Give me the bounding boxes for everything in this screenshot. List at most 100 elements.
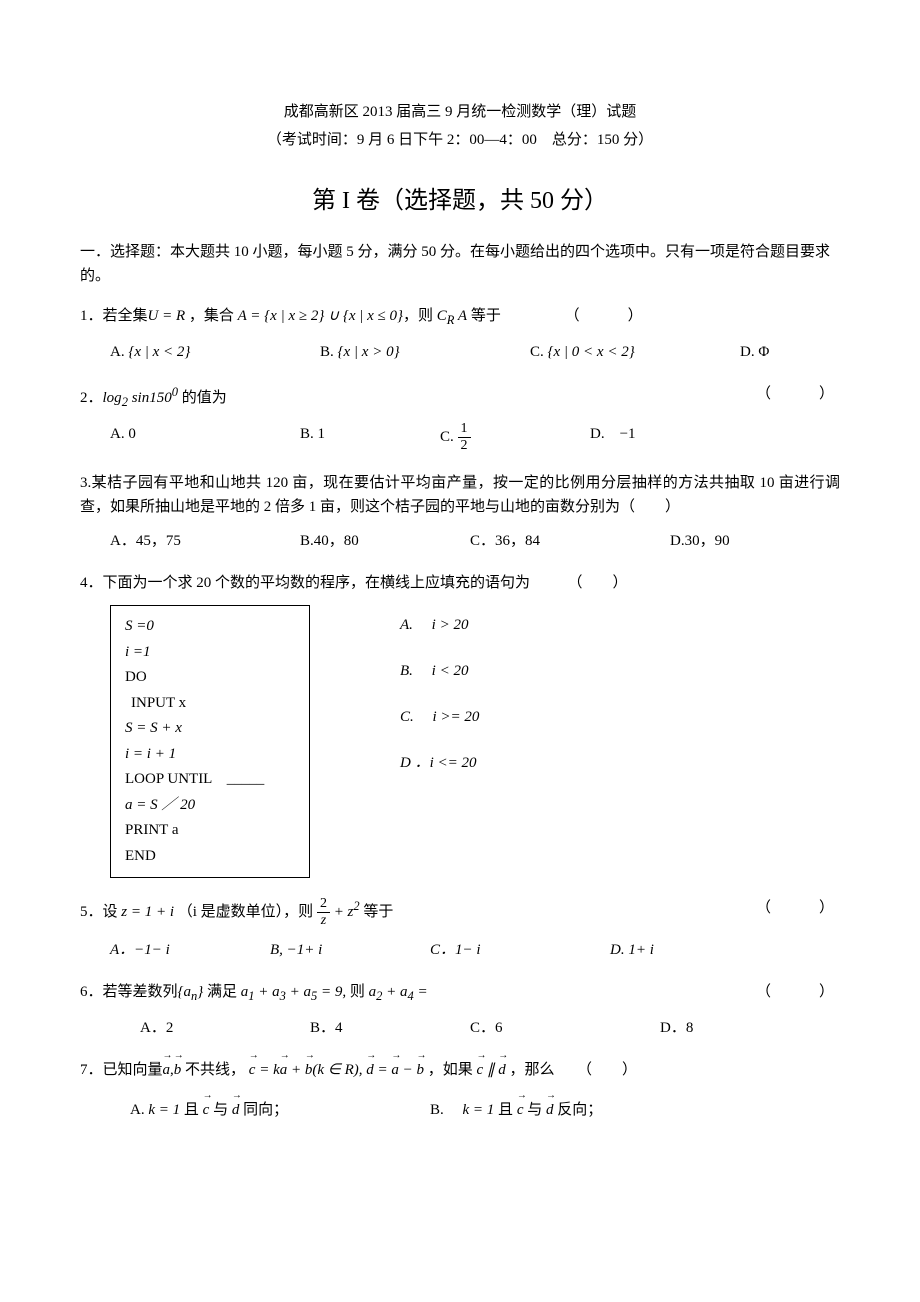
math-expr: {x | 0 < x < 2} <box>548 344 635 360</box>
section-instructions: 一．选择题：本大题共 10 小题，每小题 5 分，满分 50 分。在每小题给出的… <box>80 240 840 288</box>
label: C. <box>530 344 544 360</box>
q1-suffix: 等于 <box>471 308 501 324</box>
option-a: A. 0 <box>110 422 260 453</box>
q7-prefix: 7．已知向量 <box>80 1062 163 1078</box>
vector: d <box>498 1058 506 1082</box>
option-a: A. {x | x < 2} <box>110 340 280 364</box>
math-expr: CR A <box>437 308 467 324</box>
option-b: B. 1 <box>300 422 400 453</box>
vector: b <box>305 1058 313 1082</box>
code-line: DO <box>125 665 295 691</box>
math-expr: k = 1 <box>463 1102 495 1118</box>
label: A. <box>110 344 125 360</box>
text: 且 <box>184 1102 199 1118</box>
code-line: LOOP UNTIL _____ <box>125 767 295 793</box>
vector: b <box>417 1058 425 1082</box>
math-expr: = <box>378 1062 388 1078</box>
vector: b <box>174 1058 182 1082</box>
answer-blank: （ ） <box>756 382 840 406</box>
question-6-options: A．2 B．4 C．6 D．8 <box>80 1016 840 1040</box>
label: B. <box>430 1102 459 1118</box>
math-expr: {x | x > 0} <box>338 344 400 360</box>
option-b: B.40，80 <box>300 529 430 553</box>
code-line: i =1 <box>125 640 295 666</box>
exam-title: 成都高新区 2013 届高三 9 月统一检测数学（理）试题 <box>80 100 840 124</box>
option-d: D ．i <= 20 <box>400 751 479 775</box>
math-expr: ∥ <box>487 1062 495 1078</box>
option-c: C．6 <box>470 1016 620 1040</box>
question-7: 7．已知向量a,b 不共线， c = ka + b(k ∈ R), d = a … <box>80 1058 840 1122</box>
option-b: B．4 <box>310 1016 430 1040</box>
math-expr: a1 + a3 + a5 = 9, <box>241 984 346 1000</box>
question-7-options: A. k = 1 且 c 与 d 同向； B. k = 1 且 c 与 d 反向… <box>80 1098 840 1122</box>
math-expr: {x | x < 2} <box>128 344 190 360</box>
option-a: A．−1− i <box>110 938 230 962</box>
fraction: 2z <box>317 897 330 928</box>
vector: c <box>249 1058 256 1082</box>
code-line: END <box>125 844 295 870</box>
label: A. <box>130 1102 145 1118</box>
question-4-text: 4．下面为一个求 20 个数的平均数的程序，在横线上应填充的语句为 （ ） <box>80 571 840 595</box>
code-line: S = S + x <box>125 716 295 742</box>
math-expr: {an} <box>178 984 204 1000</box>
vector: d <box>232 1098 240 1122</box>
option-c: C．1− i <box>430 938 570 962</box>
vector: c <box>203 1098 210 1122</box>
label: C. <box>440 429 454 445</box>
math-expr: = k <box>259 1062 280 1078</box>
option-d: D. −1 <box>590 422 636 453</box>
question-1: 1．若全集U = R ，集合 A = {x | x ≥ 2} ∪ {x | x … <box>80 304 840 364</box>
option-d: D. Φ <box>740 340 769 364</box>
vector: c <box>517 1098 524 1122</box>
option-d: D.30，90 <box>670 529 730 553</box>
option-b: B. {x | x > 0} <box>320 340 490 364</box>
question-1-text: 1．若全集U = R ，集合 A = {x | x ≥ 2} ∪ {x | x … <box>80 304 840 330</box>
vector: a <box>391 1058 399 1082</box>
vector: d <box>366 1058 374 1082</box>
math-expr: (k ∈ R), <box>312 1062 362 1078</box>
math-expr: + <box>291 1062 301 1078</box>
answer-blank: （ ） <box>756 980 840 1004</box>
option-b: B. k = 1 且 c 与 d 反向； <box>430 1098 602 1122</box>
option-c: C．36，84 <box>470 529 630 553</box>
option-d: D．8 <box>660 1016 693 1040</box>
fraction: 12 <box>458 422 471 453</box>
vector: d <box>546 1098 554 1122</box>
option-c: C. {x | 0 < x < 2} <box>530 340 700 364</box>
question-6-text: 6．若等差数列{an} 满足 a1 + a3 + a5 = 9, 则 a2 + … <box>80 980 840 1006</box>
question-5-options: A．−1− i B, −1+ i C．1− i D. 1+ i <box>80 938 840 962</box>
math-expr: a2 + a4 = <box>369 984 428 1000</box>
question-3-text: 3.某桔子园有平地和山地共 120 亩，现在要估计平均亩产量，按一定的比例用分层… <box>80 471 840 519</box>
q7-suffix: ，那么 （ ） <box>509 1062 637 1078</box>
code-line: PRINT a <box>125 818 295 844</box>
question-1-options: A. {x | x < 2} B. {x | x > 0} C. {x | 0 … <box>80 340 840 364</box>
q5-mid1: （i 是虚数单位），则 <box>178 904 313 920</box>
option-a: A. k = 1 且 c 与 d 同向； <box>130 1098 390 1122</box>
math-expr: U = R <box>148 308 186 324</box>
question-2-text: 2．log2 sin1500 的值为 （ ） <box>80 382 840 412</box>
question-5-text: 5．设 z = 1 + i （i 是虚数单位），则 2z + z2 等于 （ ） <box>80 896 840 928</box>
question-6: 6．若等差数列{an} 满足 a1 + a3 + a5 = 9, 则 a2 + … <box>80 980 840 1040</box>
answer-blank: （ ） <box>756 896 840 920</box>
q6-suffix: 则 <box>350 984 365 1000</box>
question-3: 3.某桔子园有平地和山地共 120 亩，现在要估计平均亩产量，按一定的比例用分层… <box>80 471 840 553</box>
q6-mid: 满足 <box>207 984 237 1000</box>
math-expr: k = 1 <box>148 1102 180 1118</box>
code-line: a = S ／ 20 <box>125 793 295 819</box>
question-2-options: A. 0 B. 1 C. 12 D. −1 <box>80 422 840 453</box>
q2-suffix: 的值为 <box>182 390 227 406</box>
q1-prefix: 1．若全集 <box>80 308 148 324</box>
q1-mid2: ，则 <box>403 308 433 324</box>
vector: c <box>477 1058 484 1082</box>
vector: a <box>280 1058 288 1082</box>
code-line: INPUT x <box>125 691 295 717</box>
q6-prefix: 6．若等差数列 <box>80 984 178 1000</box>
q7-mid1: 不共线， <box>185 1062 245 1078</box>
math-expr: − <box>403 1062 413 1078</box>
label: B. <box>320 344 334 360</box>
question-4-options: A. i > 20 B. i < 20 C. i >= 20 D ．i <= 2… <box>400 605 479 797</box>
text: 同向； <box>243 1102 288 1118</box>
option-b: B. i < 20 <box>400 659 479 683</box>
q5-prefix: 5．设 <box>80 904 118 920</box>
q5-suffix: 等于 <box>363 904 393 920</box>
